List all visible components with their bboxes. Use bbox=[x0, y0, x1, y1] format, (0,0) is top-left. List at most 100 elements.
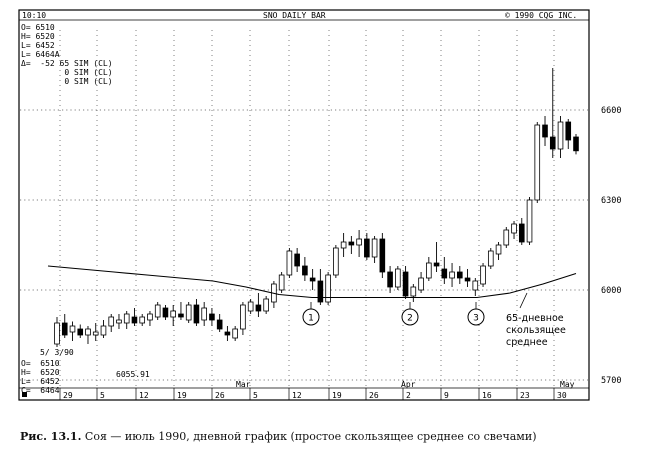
candle-body-up bbox=[495, 244, 502, 255]
readout-line: 0 SIM (CL) bbox=[21, 77, 113, 86]
candle-body-up bbox=[139, 316, 146, 324]
ma-annotation: 65-дневное скользящее среднее bbox=[506, 292, 566, 348]
annotation-arrow bbox=[519, 292, 528, 309]
candle-body-up bbox=[526, 199, 533, 243]
candle-body-down bbox=[402, 271, 409, 297]
candle-body-down bbox=[441, 268, 448, 279]
candle-body-up bbox=[511, 223, 517, 234]
candle-body-down bbox=[464, 277, 471, 282]
readout-line: H= 6520 bbox=[21, 32, 55, 41]
candle-body-up bbox=[325, 274, 331, 303]
candle-body-up bbox=[410, 286, 417, 297]
readout-line: O= 6510 bbox=[21, 359, 60, 368]
candle-body-up bbox=[356, 238, 362, 246]
readout-line: L= 6464A bbox=[21, 50, 60, 59]
circle-markers: 1 2 3 bbox=[302, 302, 485, 326]
top-readout: O= 6510 H= 6520 L= 6452 L= 6464A Δ= -52 … bbox=[21, 23, 113, 86]
candle-body-up bbox=[449, 271, 455, 279]
ma-label-line: скользящее bbox=[506, 325, 566, 336]
candle-body-down bbox=[549, 136, 556, 150]
candle-body-up bbox=[185, 304, 192, 321]
bottom-readout: 5/ 3/90 O= 6510 H= 6520 L= 6452 C= 6464 … bbox=[21, 348, 150, 395]
candle-body-down bbox=[193, 304, 200, 324]
candle-body-down bbox=[255, 304, 262, 312]
candle-body-down bbox=[209, 313, 215, 321]
candle-body-up bbox=[69, 325, 76, 333]
candle-body-up bbox=[100, 325, 107, 336]
date-tick-label: 12 bbox=[139, 391, 149, 400]
candles bbox=[54, 68, 579, 347]
circle-label: 3 bbox=[473, 314, 479, 324]
candle-body-up bbox=[263, 298, 269, 312]
candle-body-up bbox=[247, 301, 254, 312]
date-tick-label: 26 bbox=[369, 391, 379, 400]
date-tick-label: 26 bbox=[215, 391, 225, 400]
price-tick-label: 6300 bbox=[601, 196, 621, 206]
candle-body-down bbox=[294, 253, 300, 267]
month-label: May bbox=[560, 380, 575, 389]
caption-text: Соя — июль 1990, дневной график (простое… bbox=[84, 430, 537, 443]
readout-line: L= 6452 bbox=[21, 377, 60, 386]
date-tick-label: 16 bbox=[482, 391, 492, 400]
readout-line: 0 SIM (CL) bbox=[21, 68, 113, 77]
date-tick-label: 30 bbox=[557, 391, 567, 400]
candle-body-up bbox=[232, 328, 238, 339]
month-label: Apr bbox=[401, 380, 416, 389]
caption-label: Рис. 13.1. bbox=[20, 430, 82, 443]
ma-value: 6055.91 bbox=[116, 370, 150, 379]
candle-body-up bbox=[170, 310, 176, 318]
candle-body-down bbox=[178, 313, 184, 318]
candle-body-up bbox=[286, 250, 293, 276]
header-title: SNO DAILY BAR bbox=[263, 11, 326, 20]
price-tick-label: 6600 bbox=[601, 106, 621, 116]
date-tick-label: 5 bbox=[253, 391, 258, 400]
readout-line: O= 6510 bbox=[21, 23, 55, 32]
candle-body-down bbox=[364, 238, 370, 258]
readout-line: L= 6452 bbox=[21, 41, 55, 50]
candle-body-up bbox=[395, 268, 401, 288]
candle-body-up bbox=[108, 316, 115, 327]
circle-label: 2 bbox=[407, 314, 413, 324]
price-tick-label: 6000 bbox=[601, 286, 621, 296]
candle-body-up bbox=[54, 322, 60, 345]
candle-body-down bbox=[317, 280, 324, 303]
readout-line: H= 6520 bbox=[21, 368, 60, 377]
figure-caption: Рис. 13.1. Соя — июль 1990, дневной граф… bbox=[20, 430, 630, 443]
ma-label-line: 65-дневное bbox=[506, 313, 564, 324]
candle-body-up bbox=[201, 307, 207, 321]
candle-body-down bbox=[348, 241, 355, 246]
candle-body-up bbox=[557, 121, 564, 150]
candle-body-down bbox=[573, 136, 579, 152]
candle-body-down bbox=[309, 277, 316, 282]
corner-marker bbox=[22, 392, 27, 397]
header-time: 10:10 bbox=[22, 11, 46, 20]
candle-body-down bbox=[433, 262, 440, 267]
readout-line: Δ= -52 65 SIM (CL) bbox=[21, 59, 113, 68]
candle-body-up bbox=[472, 280, 479, 291]
date-tick-label: 29 bbox=[63, 391, 73, 400]
candle-body-up bbox=[503, 229, 510, 246]
candle-body-down bbox=[61, 322, 68, 336]
candle-body-up bbox=[480, 265, 486, 285]
circle-marker-1 bbox=[302, 308, 320, 326]
price-tick-label: 5700 bbox=[601, 376, 621, 386]
readout-date: 5/ 3/90 bbox=[40, 348, 74, 357]
candle-body-down bbox=[216, 319, 223, 330]
candle-body-up bbox=[147, 313, 153, 321]
price-axis: 6600 6300 6000 5700 bbox=[601, 106, 621, 386]
date-tick-label: 9 bbox=[444, 391, 449, 400]
candle-body-up bbox=[278, 274, 285, 291]
circle-label: 1 bbox=[308, 314, 314, 324]
candle-body-down bbox=[131, 316, 138, 324]
candle-body-up bbox=[371, 238, 378, 258]
candle-body-down bbox=[387, 271, 393, 288]
candle-body-up bbox=[418, 277, 424, 291]
candle-body-down bbox=[542, 124, 548, 138]
date-tick-label: 19 bbox=[177, 391, 187, 400]
date-tick-label: 19 bbox=[332, 391, 342, 400]
date-tick-label: 23 bbox=[520, 391, 530, 400]
candle-body-down bbox=[302, 265, 308, 276]
candle-body-down bbox=[518, 223, 525, 243]
ma-label-line: среднее bbox=[506, 337, 548, 348]
candle-body-up bbox=[333, 247, 339, 276]
